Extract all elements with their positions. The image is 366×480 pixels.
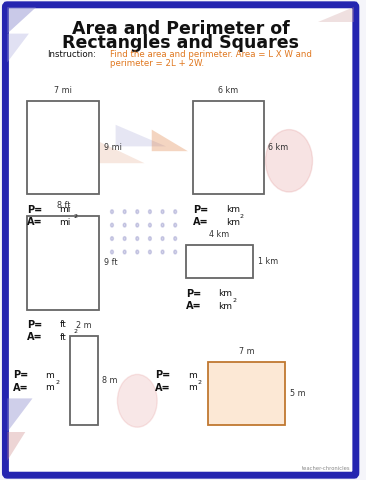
Text: A=: A= <box>186 301 202 311</box>
Circle shape <box>117 374 157 427</box>
Circle shape <box>123 210 126 214</box>
Bar <box>208 362 285 425</box>
Text: Rectangles and Squares: Rectangles and Squares <box>62 34 299 52</box>
Circle shape <box>174 210 177 214</box>
Text: m: m <box>45 371 54 380</box>
Bar <box>27 101 99 194</box>
Circle shape <box>161 223 164 227</box>
Text: 2: 2 <box>73 214 77 219</box>
Text: A=: A= <box>27 333 43 342</box>
Circle shape <box>123 223 126 227</box>
Text: 8 ft: 8 ft <box>56 201 70 210</box>
Text: ft: ft <box>60 333 66 342</box>
Text: Area and Perimeter of: Area and Perimeter of <box>72 20 290 38</box>
Text: m: m <box>188 371 197 380</box>
Circle shape <box>149 223 152 227</box>
Polygon shape <box>7 34 29 62</box>
Polygon shape <box>116 125 166 146</box>
Text: A=: A= <box>27 217 43 227</box>
Text: m: m <box>45 384 54 392</box>
Text: ft: ft <box>60 321 66 329</box>
Text: A=: A= <box>193 217 209 227</box>
Polygon shape <box>152 130 188 151</box>
Text: 8 m: 8 m <box>102 376 118 385</box>
Text: P=: P= <box>193 205 209 215</box>
Text: Find the area and perimeter. Area = L X W and: Find the area and perimeter. Area = L X … <box>110 50 312 59</box>
Bar <box>70 336 98 425</box>
Circle shape <box>136 223 139 227</box>
Polygon shape <box>7 432 25 461</box>
Bar <box>186 245 253 278</box>
Circle shape <box>136 237 139 240</box>
Bar <box>27 216 99 310</box>
Text: 2: 2 <box>232 298 236 303</box>
FancyBboxPatch shape <box>5 5 356 475</box>
Text: A=: A= <box>13 383 28 393</box>
Text: P=: P= <box>186 289 201 299</box>
Text: A=: A= <box>155 383 171 393</box>
Circle shape <box>265 130 313 192</box>
Circle shape <box>161 250 164 254</box>
Text: 9 ft: 9 ft <box>104 258 117 267</box>
Circle shape <box>161 237 164 240</box>
Circle shape <box>174 237 177 240</box>
Text: Instruction:: Instruction: <box>47 50 96 59</box>
Text: P=: P= <box>13 371 28 380</box>
Circle shape <box>111 237 113 240</box>
Circle shape <box>123 250 126 254</box>
Circle shape <box>174 250 177 254</box>
Text: mi: mi <box>60 218 71 227</box>
Text: 2 m: 2 m <box>76 321 92 330</box>
Text: 6 km: 6 km <box>219 85 239 95</box>
Text: 5 m: 5 m <box>290 389 306 398</box>
Text: m: m <box>188 384 197 392</box>
Polygon shape <box>7 7 36 34</box>
Text: km: km <box>219 289 232 298</box>
Text: teacher-chronicles: teacher-chronicles <box>302 467 350 471</box>
Text: P=: P= <box>155 371 171 380</box>
Bar <box>193 101 264 194</box>
Text: 2: 2 <box>239 214 243 219</box>
Text: 6 km: 6 km <box>268 143 289 152</box>
Text: 2: 2 <box>73 329 77 334</box>
Text: P=: P= <box>27 320 42 330</box>
Circle shape <box>161 210 164 214</box>
Text: P=: P= <box>27 205 42 215</box>
Polygon shape <box>318 7 354 22</box>
Text: 7 mi: 7 mi <box>54 85 72 95</box>
Circle shape <box>111 250 113 254</box>
Circle shape <box>174 223 177 227</box>
Text: 2: 2 <box>55 380 59 384</box>
Circle shape <box>149 250 152 254</box>
Text: perimeter = 2L + 2W.: perimeter = 2L + 2W. <box>110 59 204 68</box>
Text: mi: mi <box>60 205 71 214</box>
Circle shape <box>111 223 113 227</box>
Circle shape <box>111 210 113 214</box>
Circle shape <box>149 237 152 240</box>
Text: 4 km: 4 km <box>209 229 229 239</box>
Text: 1 km: 1 km <box>258 257 278 266</box>
Text: 2: 2 <box>198 380 202 384</box>
Text: km: km <box>226 205 240 214</box>
Text: km: km <box>226 218 240 227</box>
Polygon shape <box>7 398 33 432</box>
Circle shape <box>149 210 152 214</box>
Text: 7 m: 7 m <box>239 347 254 356</box>
Circle shape <box>123 237 126 240</box>
Text: 9 mi: 9 mi <box>104 143 122 152</box>
Polygon shape <box>94 139 145 163</box>
Circle shape <box>136 250 139 254</box>
Text: km: km <box>219 302 232 311</box>
Circle shape <box>136 210 139 214</box>
